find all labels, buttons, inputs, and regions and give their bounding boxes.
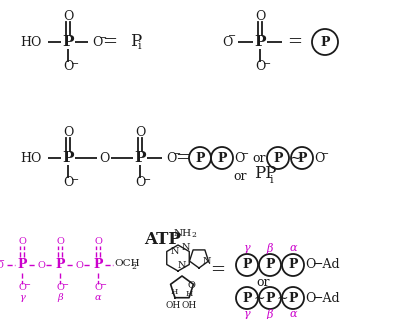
Text: ATP: ATP <box>144 232 180 249</box>
Text: 2: 2 <box>131 263 136 271</box>
Text: O: O <box>305 258 315 271</box>
Text: or: or <box>233 169 246 182</box>
Text: −Ad: −Ad <box>313 292 341 305</box>
Text: β: β <box>267 242 273 254</box>
Text: O: O <box>187 280 195 290</box>
Text: O: O <box>63 176 73 189</box>
Text: O: O <box>234 152 244 165</box>
Text: N: N <box>182 243 190 253</box>
Text: −: − <box>71 60 79 69</box>
Text: P: P <box>265 292 275 305</box>
Text: O: O <box>166 152 176 165</box>
Text: −: − <box>228 33 236 41</box>
Text: γ: γ <box>19 293 25 302</box>
Text: P: P <box>265 258 275 271</box>
Text: −: − <box>99 33 107 42</box>
Text: γ: γ <box>244 243 250 253</box>
Text: O: O <box>63 11 73 24</box>
Text: P: P <box>93 258 103 271</box>
Text: O: O <box>94 238 102 247</box>
Text: PP: PP <box>254 166 276 182</box>
Text: O: O <box>56 238 64 247</box>
Text: OCH: OCH <box>114 259 140 269</box>
Text: −: − <box>143 175 151 184</box>
Text: HO: HO <box>21 152 42 165</box>
Text: O: O <box>75 261 83 270</box>
Text: O: O <box>94 284 102 293</box>
Text: =: = <box>176 149 190 167</box>
Text: P: P <box>254 35 266 49</box>
Text: P: P <box>17 258 27 271</box>
Text: −: − <box>100 281 106 289</box>
Text: or: or <box>256 277 270 290</box>
Text: β: β <box>267 308 273 319</box>
Text: P: P <box>288 292 298 305</box>
Text: O: O <box>63 61 73 73</box>
Text: O: O <box>0 261 3 270</box>
Text: P: P <box>242 292 252 305</box>
Text: P: P <box>297 152 307 165</box>
Text: or: or <box>252 152 266 165</box>
Text: P: P <box>273 152 283 165</box>
Text: N: N <box>178 262 186 271</box>
Text: =: = <box>288 33 302 51</box>
Text: −: − <box>173 150 181 159</box>
Text: OH: OH <box>165 300 181 309</box>
Text: O: O <box>314 152 324 165</box>
Text: −: − <box>0 257 4 265</box>
Text: i: i <box>270 175 274 185</box>
Text: −: − <box>24 281 30 289</box>
Text: O: O <box>56 284 64 293</box>
Text: O: O <box>63 127 73 139</box>
Text: −: − <box>62 281 68 289</box>
Text: α: α <box>289 309 297 319</box>
Text: O: O <box>135 127 145 139</box>
Text: i: i <box>138 41 142 51</box>
Text: O: O <box>135 176 145 189</box>
Text: O: O <box>305 292 315 305</box>
Text: P: P <box>55 258 65 271</box>
Text: −: − <box>321 150 329 159</box>
Text: P: P <box>288 258 298 271</box>
Text: H: H <box>170 288 178 296</box>
Text: −: − <box>263 60 271 69</box>
Text: O: O <box>255 61 265 73</box>
Text: N: N <box>203 257 211 266</box>
Text: P: P <box>62 35 74 49</box>
Text: ∼: ∼ <box>276 291 288 305</box>
Text: β: β <box>57 293 63 302</box>
Text: O: O <box>255 11 265 24</box>
Text: P: P <box>195 152 205 165</box>
Text: P: P <box>320 35 330 48</box>
Text: α: α <box>95 293 101 302</box>
Text: NH: NH <box>174 228 192 238</box>
Text: OH: OH <box>181 300 197 309</box>
Text: P: P <box>217 152 227 165</box>
Text: H: H <box>185 290 193 298</box>
Text: ∼: ∼ <box>290 151 302 165</box>
Text: =: = <box>102 33 118 51</box>
Text: P: P <box>62 151 74 165</box>
Text: P: P <box>242 258 252 271</box>
Text: O: O <box>18 238 26 247</box>
Text: O: O <box>99 152 109 165</box>
Text: P: P <box>130 33 141 49</box>
Text: 2: 2 <box>192 231 196 239</box>
Text: −: − <box>71 175 79 184</box>
Text: −: − <box>241 150 249 159</box>
Text: N: N <box>171 247 179 256</box>
Text: α: α <box>289 243 297 253</box>
Text: ∼: ∼ <box>253 291 265 305</box>
Text: O: O <box>92 35 102 48</box>
Text: HO: HO <box>21 35 42 48</box>
Text: =: = <box>210 261 226 279</box>
Text: O: O <box>18 284 26 293</box>
Text: γ: γ <box>244 309 250 319</box>
Text: O: O <box>223 35 233 48</box>
Text: O: O <box>37 261 45 270</box>
Text: P: P <box>134 151 146 165</box>
Text: −Ad: −Ad <box>313 258 341 271</box>
